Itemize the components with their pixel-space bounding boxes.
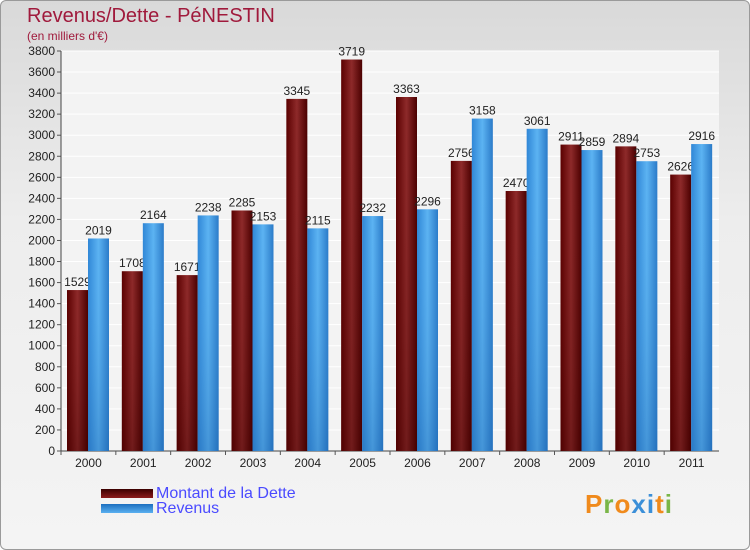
data-label-dette: 3363 xyxy=(393,82,420,96)
bar-dette-shade xyxy=(560,144,582,451)
chart-title: Revenus/Dette - PéNESTIN xyxy=(27,5,275,27)
y-tick-label: 2800 xyxy=(28,149,55,163)
x-tick-label: 2004 xyxy=(294,456,321,470)
data-label-dette: 3345 xyxy=(283,84,310,98)
data-label-dette: 3719 xyxy=(338,45,365,59)
x-tick-label: 2009 xyxy=(569,456,596,470)
y-tick-label: 3200 xyxy=(28,107,55,121)
bar-revenus-shade xyxy=(142,223,164,451)
x-tick-label: 2003 xyxy=(240,456,267,470)
x-tick-label: 2005 xyxy=(349,456,376,470)
data-label-revenus: 2164 xyxy=(140,208,167,222)
data-label-dette: 2470 xyxy=(503,176,530,190)
x-tick-label: 2010 xyxy=(623,456,650,470)
bar-dette-shade xyxy=(505,191,527,451)
x-tick-label: 2000 xyxy=(75,456,102,470)
bar-dette-shade xyxy=(286,98,308,451)
data-label-dette: 2894 xyxy=(612,131,639,145)
proxiti-logo: Proxiti xyxy=(585,489,673,519)
bar-dette-shade xyxy=(121,271,143,451)
bar-revenus-shade xyxy=(691,144,713,452)
bar-revenus-shade xyxy=(526,128,548,451)
data-label-revenus: 2153 xyxy=(250,209,277,223)
bar-revenus-shade xyxy=(252,224,274,451)
y-tick-label: 1600 xyxy=(28,276,55,290)
data-label-revenus: 2238 xyxy=(195,200,222,214)
y-tick-label: 2200 xyxy=(28,212,55,226)
x-tick-label: 2011 xyxy=(679,456,705,470)
bar-revenus-shade xyxy=(307,228,329,451)
y-tick-label: 200 xyxy=(35,423,55,437)
y-tick-label: 2400 xyxy=(28,191,55,205)
y-tick-label: 1200 xyxy=(28,318,55,332)
y-tick-label: 3400 xyxy=(28,86,55,100)
bar-revenus-shade xyxy=(417,209,438,451)
bar-revenus-shade xyxy=(636,161,658,452)
legend-swatch-dette xyxy=(101,489,153,498)
y-tick-label: 1400 xyxy=(28,297,55,311)
chart-subtitle: (en milliers d'€) xyxy=(27,29,108,43)
bar-dette-shade xyxy=(450,160,472,452)
y-tick-label: 3800 xyxy=(28,44,55,58)
y-tick-label: 600 xyxy=(35,381,55,395)
y-tick-label: 3600 xyxy=(28,65,55,79)
y-tick-label: 1800 xyxy=(28,255,55,269)
data-label-dette: 2911 xyxy=(558,130,584,144)
x-tick-label: 2008 xyxy=(514,456,541,470)
x-tick-label: 2001 xyxy=(130,456,157,470)
y-tick-label: 800 xyxy=(35,360,55,374)
data-label-revenus: 2753 xyxy=(633,146,660,160)
y-tick-label: 2600 xyxy=(28,170,55,184)
bar-dette-shade xyxy=(670,174,692,451)
y-tick-label: 3000 xyxy=(28,128,55,142)
data-label-dette: 1671 xyxy=(174,260,201,274)
data-label-dette: 1529 xyxy=(64,275,91,289)
x-tick-label: 2002 xyxy=(185,456,212,470)
data-label-revenus: 2296 xyxy=(414,194,441,208)
data-label-revenus: 3158 xyxy=(469,104,496,118)
y-tick-label: 400 xyxy=(35,402,55,416)
bar-revenus-shade xyxy=(88,238,109,451)
data-label-revenus: 2232 xyxy=(359,201,386,215)
data-label-revenus: 2859 xyxy=(579,135,606,149)
bar-dette-shade xyxy=(341,59,363,452)
x-tick-label: 2006 xyxy=(404,456,431,470)
bar-dette-shade xyxy=(176,275,198,451)
x-tick-label: 2007 xyxy=(459,456,486,470)
data-label-revenus: 2916 xyxy=(688,129,715,143)
bar-revenus-shade xyxy=(471,118,493,451)
bar-revenus-shade xyxy=(197,215,219,451)
data-label-dette: 2285 xyxy=(229,195,256,209)
data-label-dette: 2626 xyxy=(667,160,694,174)
legend-label-revenus: Revenus xyxy=(156,500,220,517)
data-label-revenus: 2115 xyxy=(305,213,331,227)
plot-area xyxy=(61,51,719,451)
data-label-dette: 1708 xyxy=(119,256,146,270)
bar-dette-shade xyxy=(396,97,417,451)
bar-revenus-shade xyxy=(362,216,384,451)
data-label-revenus: 3061 xyxy=(524,114,551,128)
y-tick-label: 2000 xyxy=(28,233,55,247)
legend-swatch-revenus xyxy=(101,504,153,513)
y-tick-label: 1000 xyxy=(28,339,55,353)
y-tick-label: 0 xyxy=(48,444,55,458)
bar-dette-shade xyxy=(615,146,637,452)
data-label-dette: 2756 xyxy=(448,146,475,160)
data-label-revenus: 2019 xyxy=(85,223,112,237)
legend-label-dette: Montant de la Dette xyxy=(156,485,296,502)
bar-dette-shade xyxy=(231,210,253,451)
bar-dette-shade xyxy=(67,290,88,451)
bar-revenus-shade xyxy=(581,150,603,452)
